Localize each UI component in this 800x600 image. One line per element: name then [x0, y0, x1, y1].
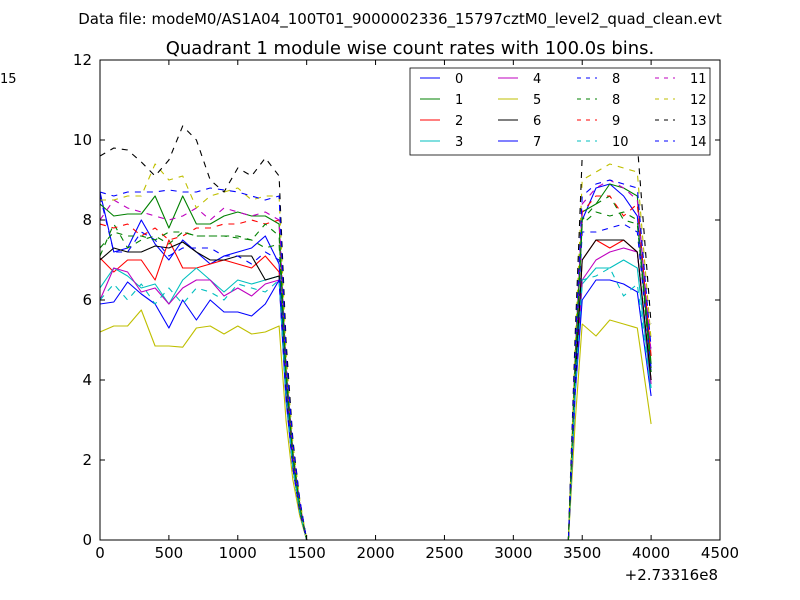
y-tick-label: 8 — [82, 211, 92, 229]
legend-label-16: 15 — [0, 72, 17, 87]
x-tick-label: 2500 — [425, 544, 463, 562]
legend-label-6: 6 — [533, 114, 541, 129]
series-line-4 — [100, 247, 652, 540]
x-tick-label: 1500 — [288, 544, 326, 562]
y-tick-label: 10 — [73, 131, 92, 149]
legend-label-15: 14 — [690, 135, 707, 150]
legend-label-3: 3 — [455, 135, 463, 150]
series-line-7 — [100, 279, 652, 540]
chart-title: Quadrant 1 module wise count rates with … — [166, 38, 655, 59]
legend-label-4: 4 — [533, 72, 541, 87]
y-tick-label: 6 — [82, 291, 92, 309]
x-tick-label: 4000 — [632, 544, 670, 562]
legend-label-11: 10 — [612, 135, 629, 150]
x-tick-label: 500 — [155, 544, 184, 562]
x-tick-label: 2000 — [356, 544, 394, 562]
series-line-6 — [100, 239, 652, 540]
plot-area: 0 500 1000 1500 2000 2500 3000 3500 4000 4500 0 2 4 6… — [0, 51, 739, 562]
suptitle: Data file: modeM0/AS1A04_100T01_90000023… — [78, 10, 722, 29]
x-tick-label: 1000 — [219, 544, 257, 562]
legend-label-9: 8 — [612, 93, 620, 108]
y-tick-label: 4 — [82, 371, 92, 389]
legend-label-2: 2 — [455, 114, 463, 129]
legend-label-1: 1 — [455, 93, 463, 108]
series-line-3 — [100, 259, 652, 540]
y-tick-label: 12 — [73, 51, 92, 69]
legend-label-5: 5 — [533, 93, 541, 108]
y-tick-label: 2 — [82, 451, 92, 469]
series-line-5 — [100, 309, 652, 540]
series-line-16 — [100, 211, 652, 540]
series-line-15 — [100, 179, 652, 540]
legend-label-10: 9 — [612, 114, 620, 129]
series-line-1 — [100, 183, 652, 540]
series-line-2 — [100, 239, 652, 540]
legend-label-8: 8 — [612, 72, 620, 87]
legend-label-0: 0 — [455, 72, 463, 87]
series-line-0 — [100, 183, 652, 540]
legend-label-13: 12 — [690, 93, 707, 108]
legend-label-12: 11 — [690, 72, 707, 87]
x-tick-label: 0 — [95, 544, 105, 562]
series-lines — [100, 125, 652, 540]
legend-label-7: 7 — [533, 135, 541, 150]
x-offset-label: +2.73316e8 — [625, 566, 718, 584]
x-tick-label: 3000 — [494, 544, 532, 562]
y-tick-label: 0 — [82, 531, 92, 549]
x-tick-label: 4500 — [701, 544, 739, 562]
legend-label-14: 13 — [690, 114, 707, 129]
x-tick-label: 3500 — [563, 544, 601, 562]
legend-frame — [409, 67, 711, 156]
series-line-10 — [100, 195, 652, 540]
